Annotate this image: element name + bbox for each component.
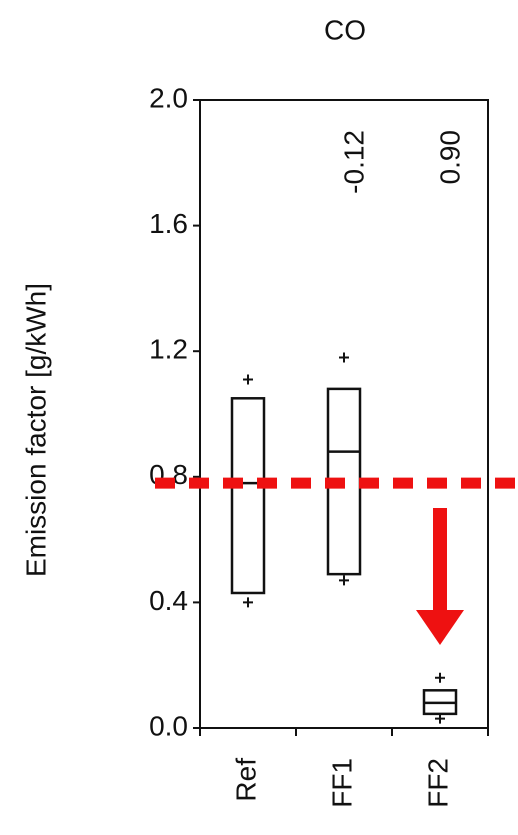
whisker-marker [243, 374, 253, 385]
x-tick-label: Ref [230, 758, 261, 802]
y-tick-label: 0.0 [149, 710, 188, 741]
y-tick-label: 1.2 [149, 334, 188, 365]
plot-frame [199, 99, 489, 729]
whisker-marker [243, 597, 253, 608]
annotation: -0.12 [338, 130, 369, 194]
annotation: 0.90 [434, 130, 465, 185]
y-tick-label: 1.6 [149, 208, 188, 239]
x-tick-label: FF1 [326, 758, 357, 808]
arrow-head [416, 610, 464, 645]
whisker-marker [435, 672, 445, 683]
box [230, 397, 266, 595]
y-tick-label: 2.0 [149, 82, 188, 113]
chart-title: CO [324, 14, 366, 45]
x-tick-label: FF2 [422, 758, 453, 808]
whisker-marker [339, 575, 349, 586]
y-tick-label: 0.4 [149, 585, 188, 616]
whisker-marker [435, 713, 445, 724]
whisker-marker [339, 352, 349, 363]
y-axis-label: Emission factor [g/kWh] [20, 283, 51, 577]
